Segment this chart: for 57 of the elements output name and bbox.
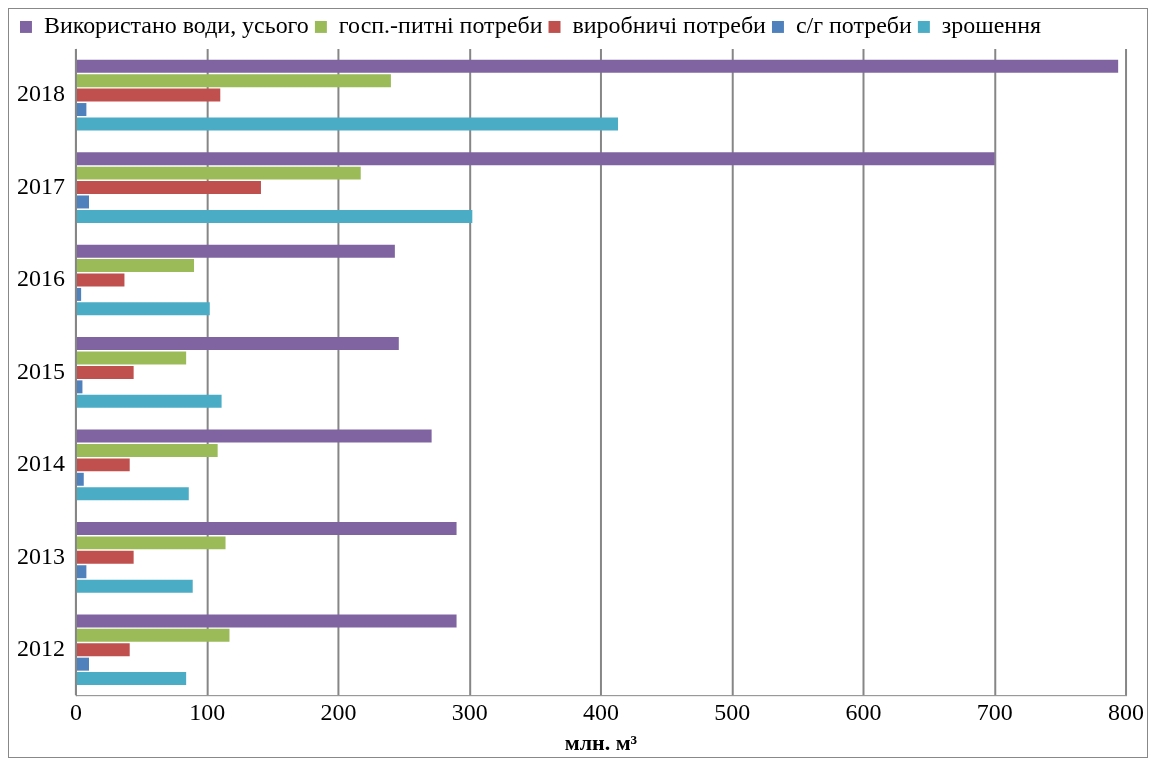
x-tick-label: 400: [583, 698, 619, 725]
bar: [76, 672, 187, 686]
bar: [76, 195, 90, 209]
bar: [76, 337, 399, 351]
legend-label: виробничі потреби: [572, 12, 767, 39]
y-tick-label: 2013: [17, 542, 65, 569]
bar: [76, 429, 432, 443]
legend-label: с/г потреби: [795, 12, 913, 39]
x-tick-label: 300: [451, 698, 488, 725]
bar: [76, 74, 391, 88]
bar: [76, 152, 995, 166]
bar: [76, 472, 84, 486]
legend-label: зрошення: [941, 12, 1041, 39]
bar: [76, 273, 125, 287]
bar: [76, 487, 189, 501]
bar: [76, 643, 130, 657]
bar: [76, 579, 193, 593]
bar: [76, 244, 395, 258]
x-tick-label: 600: [845, 698, 882, 725]
x-tick-label: 0: [69, 698, 82, 725]
y-tick-label: 2014: [17, 450, 65, 477]
bar: [76, 302, 210, 316]
x-axis-title: млн. м³: [564, 729, 638, 755]
x-tick-label: 700: [976, 698, 1013, 725]
bar: [76, 443, 218, 457]
bar: [76, 103, 87, 117]
bar: [76, 657, 90, 671]
bar: [76, 166, 361, 180]
bar: [76, 59, 1119, 73]
bar: [76, 88, 221, 102]
bar: [76, 536, 226, 550]
y-tick-label: 2016: [17, 265, 65, 292]
bar: [76, 380, 83, 394]
legend-label: госп.-питні потреби: [338, 12, 543, 39]
bar: [76, 550, 134, 564]
bar: [76, 394, 222, 408]
bar: [76, 259, 195, 273]
bar: [76, 209, 473, 223]
bar: [76, 365, 134, 379]
legend-label: Використано води, усього: [43, 12, 309, 39]
bar: [76, 117, 619, 131]
x-tick-label: 800: [1108, 698, 1145, 725]
x-tick-label: 500: [714, 698, 751, 725]
bar: [76, 287, 82, 301]
y-tick-label: 2015: [17, 357, 65, 384]
bar: [76, 628, 230, 642]
y-tick-label: 2012: [17, 635, 65, 662]
x-tick-label: 200: [320, 698, 357, 725]
bar: [76, 458, 130, 472]
y-tick-label: 2018: [17, 80, 65, 107]
x-tick-label: 100: [189, 698, 226, 725]
bar: [76, 181, 261, 195]
bar: [76, 565, 87, 579]
bar: [76, 521, 457, 535]
bar: [76, 351, 187, 365]
y-tick-label: 2017: [17, 172, 65, 199]
bar: [76, 614, 457, 628]
